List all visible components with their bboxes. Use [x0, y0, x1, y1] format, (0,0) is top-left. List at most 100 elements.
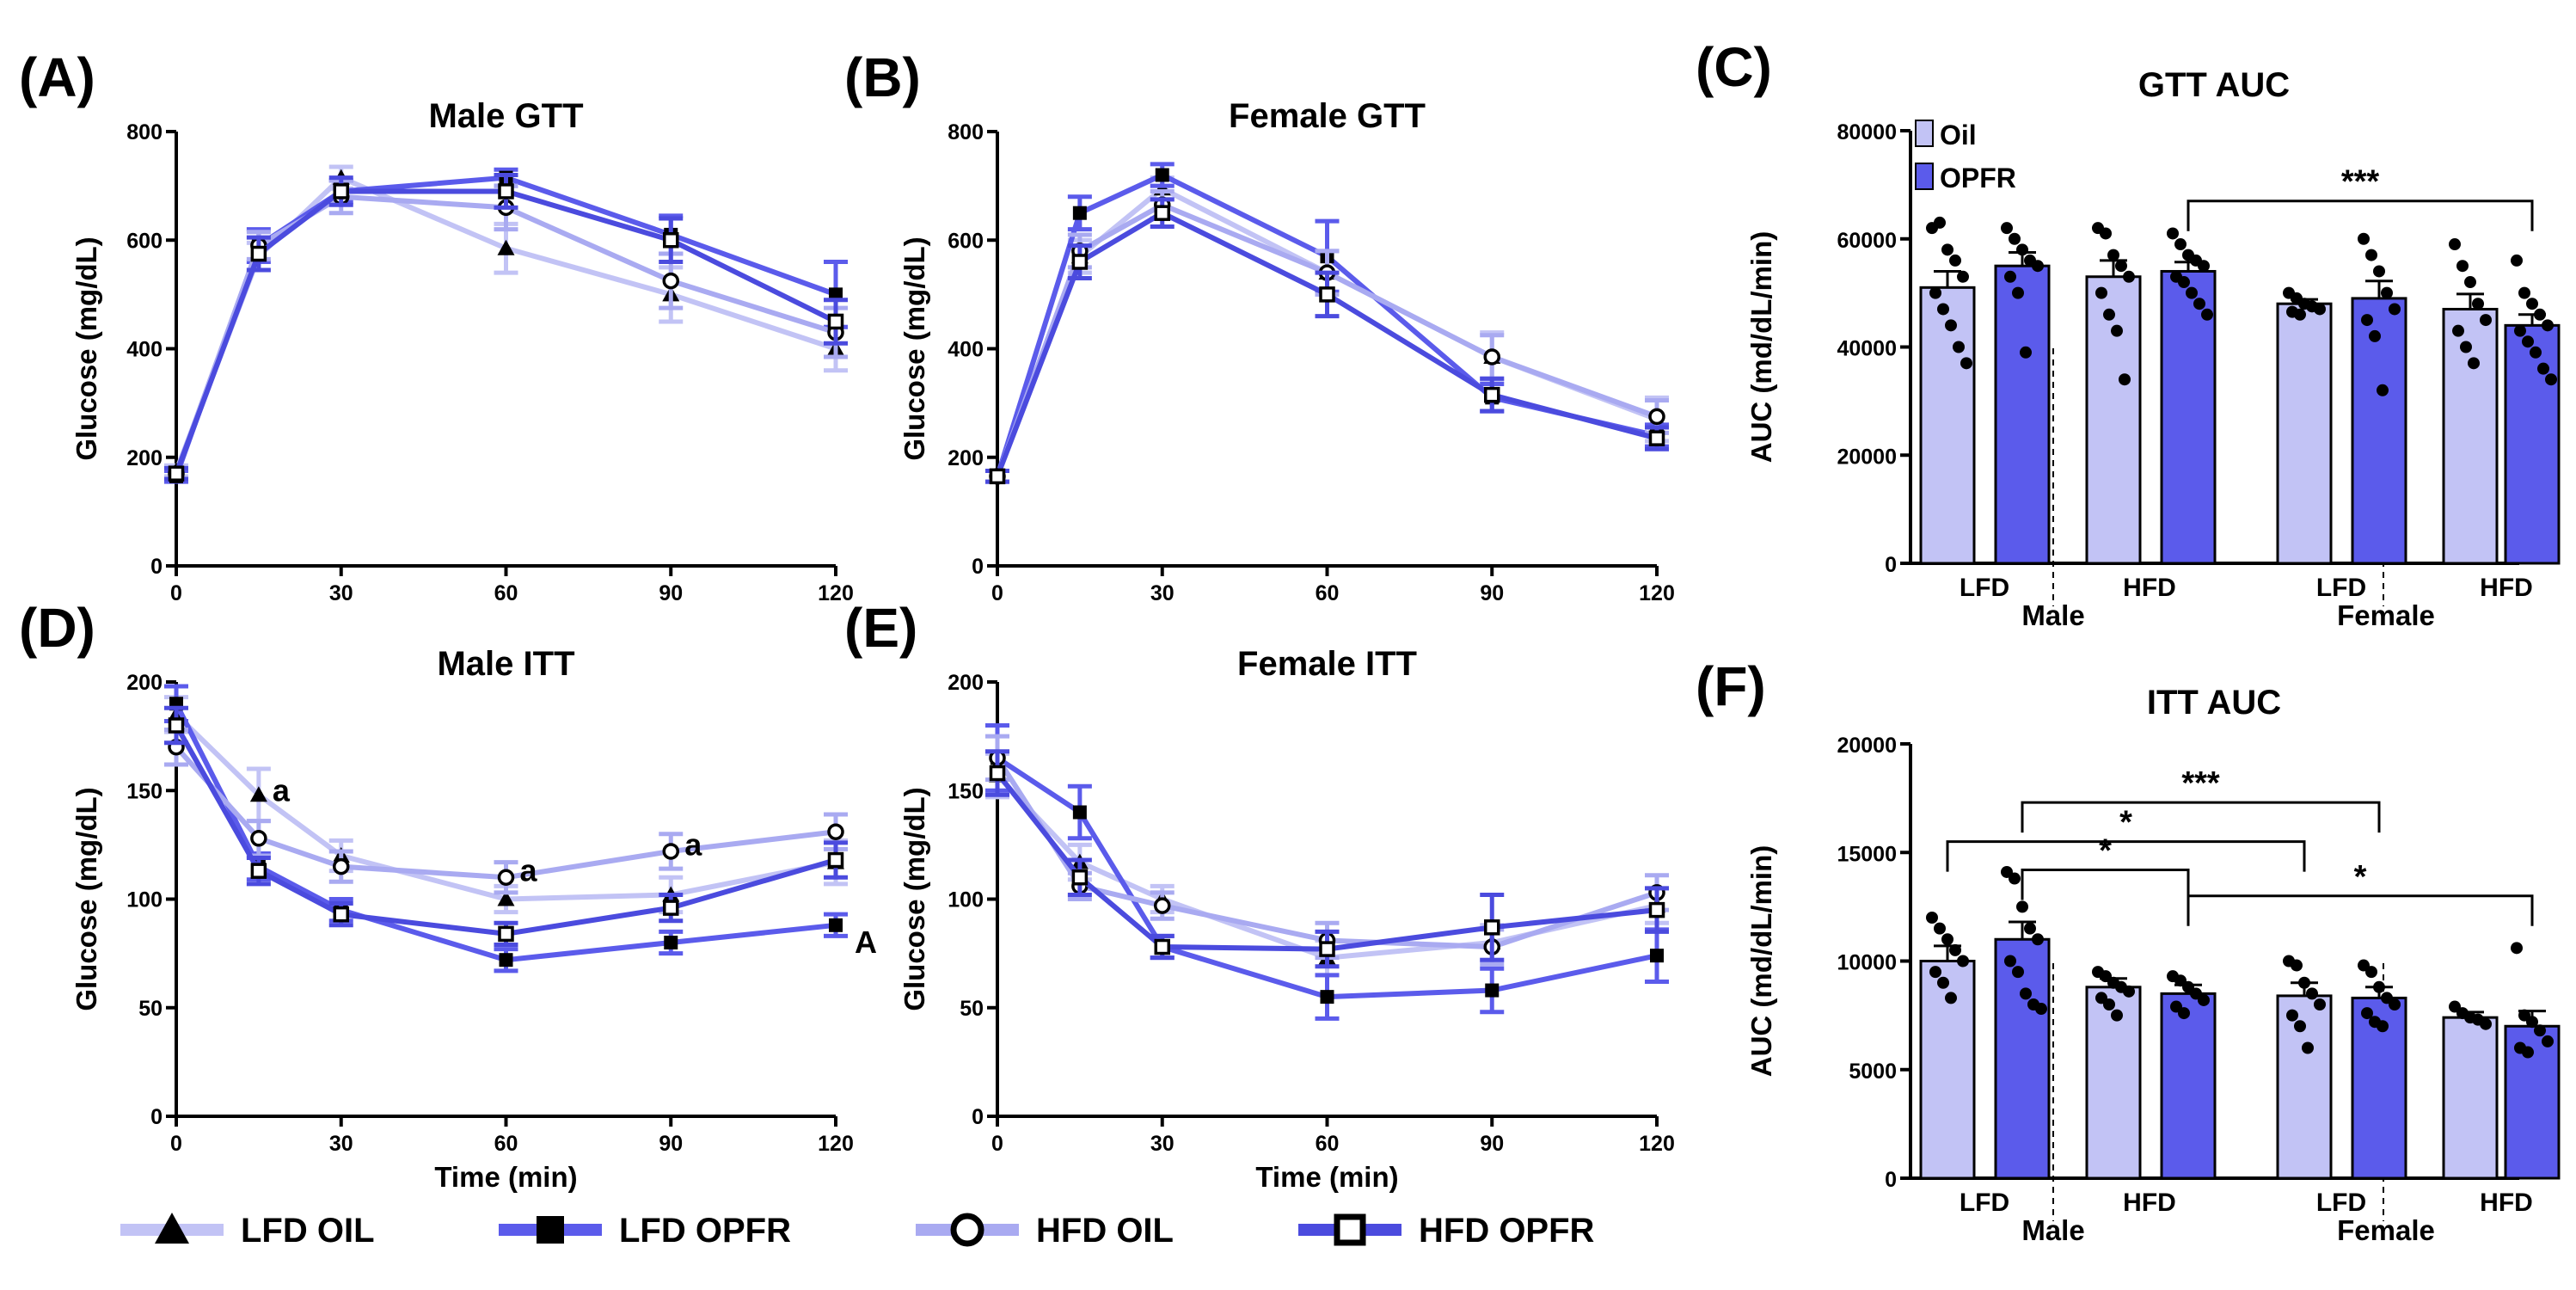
y-tick-label: 150	[126, 779, 163, 803]
panel-B: (B) Female GTT 0 200 400 600 800 0 30 60 90 120 Gluc…	[844, 46, 1675, 605]
series-line	[174, 702, 837, 963]
y-tick-label: 15000	[1837, 842, 1897, 866]
data-point	[499, 953, 513, 968]
significance-bracket	[1946, 840, 2306, 872]
chart-title: ITT AUC	[2147, 684, 2281, 722]
bar-group	[2085, 222, 2142, 565]
x-tick-label: 0	[991, 581, 1003, 605]
series-line	[996, 755, 1658, 1000]
data-dot	[2373, 980, 2385, 993]
data-dot	[2534, 1024, 2546, 1037]
y-tick-label: 600	[126, 229, 163, 253]
data-dot	[2193, 298, 2205, 310]
bar-group	[2351, 959, 2407, 1180]
data-dot	[2186, 286, 2198, 299]
x-tick-label: 0	[991, 1132, 1003, 1156]
data-dot	[2306, 987, 2318, 1000]
data-dot	[2123, 270, 2135, 283]
data-dot	[2020, 346, 2032, 359]
x-tick-label: 60	[494, 1132, 518, 1156]
data-point	[662, 843, 679, 860]
significance-label: *	[2354, 859, 2367, 895]
data-point	[663, 900, 679, 916]
data-point	[1072, 805, 1087, 820]
data-dot	[2032, 933, 2044, 946]
sex-label: Female	[2337, 599, 2435, 631]
x-tick-label: 30	[1150, 581, 1175, 605]
data-point	[1650, 949, 1664, 963]
chart-title: Female ITT	[1237, 645, 1417, 683]
annotation-label: A	[855, 924, 877, 960]
data-dot	[2294, 308, 2306, 321]
group-label: LFD	[2316, 1189, 2366, 1217]
data-dot	[2174, 238, 2187, 251]
data-point	[1154, 897, 1171, 914]
data-point	[1155, 168, 1169, 182]
bar	[2085, 275, 2142, 565]
data-dot	[2365, 966, 2377, 979]
data-point	[250, 245, 267, 262]
data-dot	[1953, 341, 1965, 353]
y-tick-label: 150	[948, 779, 984, 803]
series-line	[995, 756, 1658, 950]
data-dot	[2024, 922, 2036, 935]
y-axis-label: Glucose (mg/dL)	[71, 236, 102, 460]
data-dot	[1941, 933, 1953, 946]
bar-group	[1994, 865, 2051, 1180]
sex-label: Male	[2021, 599, 2084, 631]
annotation-label: a	[520, 853, 538, 888]
y-tick-label: 10000	[1837, 951, 1897, 975]
legend-marker	[1334, 1213, 1366, 1246]
y-tick-label: 20000	[1837, 445, 1897, 469]
data-dot	[2460, 341, 2472, 353]
data-point	[1485, 983, 1500, 998]
bar	[2504, 323, 2561, 565]
x-tick-label: 60	[1316, 581, 1340, 605]
panel-label: (A)	[19, 46, 95, 108]
data-point	[663, 232, 679, 249]
legend-label-oil: Oil	[1940, 120, 1977, 150]
legend-item: HFD OPFR	[1298, 1212, 1595, 1250]
data-dot	[2542, 1035, 2554, 1047]
data-point	[168, 717, 185, 734]
data-dot	[2009, 232, 2021, 245]
data-dot	[2537, 362, 2549, 375]
bar-group	[2276, 955, 2333, 1180]
legend-marker	[155, 1213, 189, 1244]
data-dot	[1934, 216, 1946, 229]
legend-label: LFD OIL	[241, 1212, 375, 1250]
y-axis-label: Glucose (mg/dL)	[899, 787, 930, 1010]
data-dot	[2032, 260, 2044, 273]
legend-label-opfr: OPFR	[1940, 163, 2016, 194]
data-dot	[2365, 249, 2377, 261]
significance-bracket	[2021, 801, 2381, 833]
panel-label: (B)	[844, 46, 921, 108]
data-dot	[2020, 987, 2032, 1000]
legend-item: HFD OIL	[916, 1212, 1174, 1250]
group-label: LFD	[1960, 1189, 2009, 1217]
data-point	[1648, 901, 1665, 918]
bar	[2442, 1016, 2499, 1180]
x-tick-label: 90	[1480, 1132, 1504, 1156]
data-dot	[2526, 298, 2538, 310]
legend-item: LFD OPFR	[499, 1212, 791, 1250]
series-line	[995, 210, 1658, 477]
x-tick-label: 90	[659, 1132, 683, 1156]
data-point	[827, 851, 844, 869]
y-axis-label: AUC (md/dL/min)	[1745, 231, 1777, 463]
legend-swatch-oil	[1915, 120, 1934, 147]
data-dot	[1929, 966, 1941, 979]
y-tick-label: 100	[948, 888, 984, 912]
bar-group	[2504, 942, 2561, 1180]
legend-marker	[537, 1216, 564, 1244]
y-tick-label: 800	[948, 120, 984, 144]
x-tick-label: 120	[1639, 1132, 1675, 1156]
series-hfd-opfr	[985, 749, 1669, 969]
data-dot	[2298, 976, 2310, 989]
x-tick-label: 30	[329, 581, 353, 605]
group-label: HFD	[2480, 574, 2533, 602]
data-dot	[2534, 308, 2546, 321]
data-dot	[2373, 265, 2385, 278]
data-point	[497, 890, 515, 906]
series-line	[995, 771, 1658, 952]
